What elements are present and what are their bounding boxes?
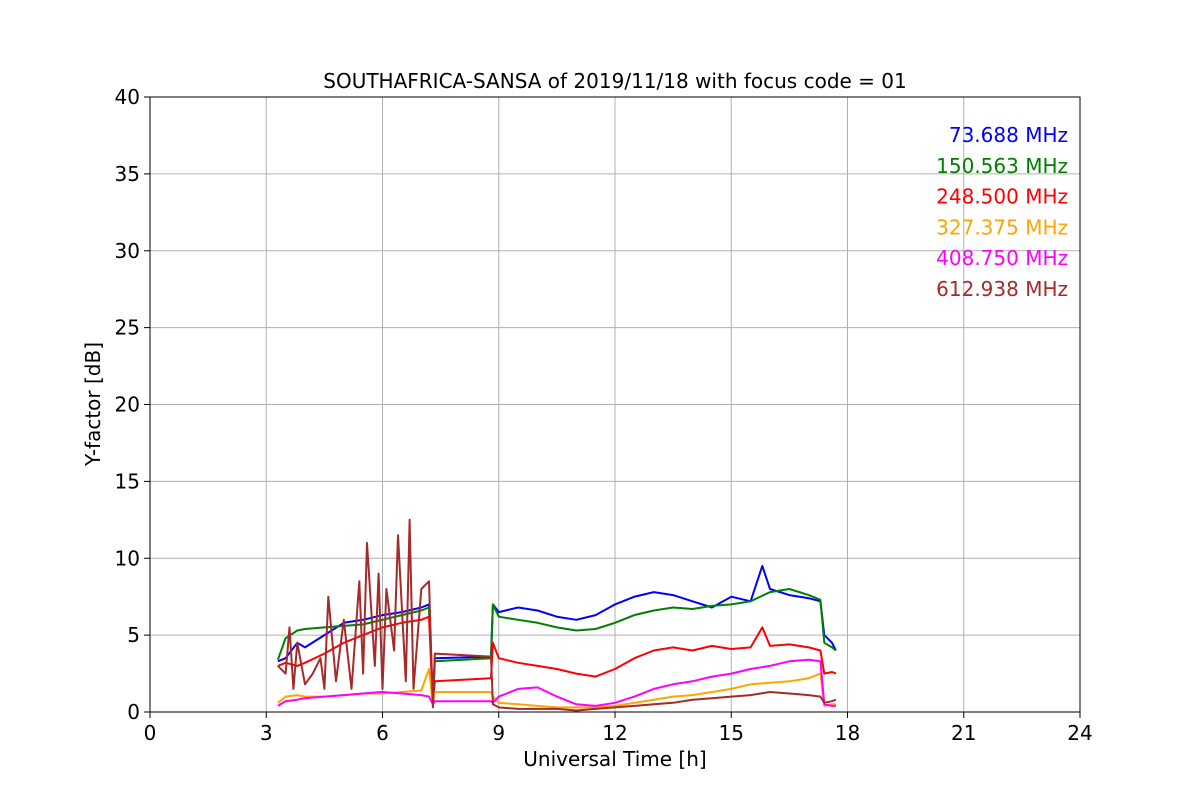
x-tick-label: 3 [260,721,273,745]
x-axis-label: Universal Time [h] [523,747,706,771]
y-tick-label: 0 [127,700,140,724]
series-layer [276,518,837,712]
x-tick-label: 21 [951,721,976,745]
y-tick-label: 35 [115,162,140,186]
series-line-1 [277,564,837,706]
y-tick-label: 15 [115,469,140,493]
y-tick-label: 5 [127,623,140,647]
legend-entry-1: 73.688 MHz [949,123,1068,147]
x-tick-label: 9 [492,721,505,745]
series-line-6 [277,518,837,712]
series-line-3 [277,615,837,706]
legend-entry-6: 612.938 MHz [936,277,1068,301]
legend-entry-5: 408.750 MHz [936,246,1068,270]
y-tick-label: 10 [115,546,140,570]
x-tick-label: 0 [144,721,157,745]
x-tick-label: 6 [376,721,389,745]
y-tick-label: 30 [115,239,140,263]
axis-ticks: 0 3 6 9 12 15 18 21 24 0 5 10 15 20 25 30 35 40 [115,85,1093,745]
legend-entry-4: 327.375 MHz [936,215,1068,239]
series-line-5 [277,658,836,707]
y-tick-label: 40 [115,85,140,109]
legend-entry-2: 150.563 MHz [936,154,1068,178]
y-axis-label: Y-factor [dB] [81,342,105,467]
x-tick-label: 12 [602,721,627,745]
legend: 73.688 MHz 150.563 MHz 248.500 MHz 327.375 … [936,123,1068,301]
chart-title: SOUTHAFRICA-SANSA of 2019/11/18 with foc… [323,69,907,93]
y-tick-label: 20 [115,393,140,417]
x-tick-label: 15 [719,721,744,745]
y-tick-label: 25 [115,316,140,340]
legend-entry-3: 248.500 MHz [936,185,1068,209]
x-tick-label: 18 [835,721,860,745]
series-line-2 [276,588,837,706]
x-tick-label: 24 [1067,721,1092,745]
